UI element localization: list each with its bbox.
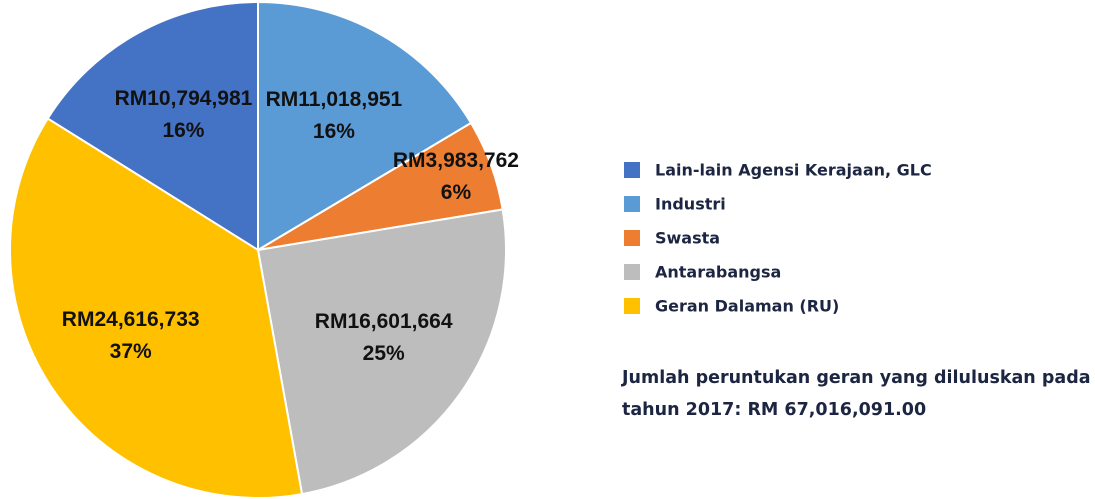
value-label: RM10,794,981 xyxy=(115,87,253,110)
percent-label: 16% xyxy=(313,120,355,143)
legend-swatch xyxy=(624,298,640,314)
legend-label: Lain-lain Agensi Kerajaan, GLC xyxy=(655,161,932,180)
pie-slice xyxy=(257,0,473,252)
value-label: RM24,616,733 xyxy=(62,308,200,331)
legend-swatch xyxy=(624,162,640,178)
legend-label: Antarabangsa xyxy=(655,263,781,282)
value-label: RM11,018,951 xyxy=(266,88,403,111)
percent-label: 25% xyxy=(363,342,405,365)
pie-slice xyxy=(256,208,507,496)
percent-label: 37% xyxy=(110,340,152,363)
legend-label: Industri xyxy=(655,195,726,214)
annotation: Jumlah peruntukan geran yang diluluskan … xyxy=(622,368,1091,420)
pie-slice xyxy=(46,0,259,252)
legend-swatch xyxy=(624,230,640,246)
value-label: RM16,601,664 xyxy=(315,310,453,333)
percent-label: 16% xyxy=(162,119,204,142)
percent-label: 6% xyxy=(441,181,472,204)
legend-swatch xyxy=(624,264,640,280)
legend-label: Geran Dalaman (RU) xyxy=(655,297,839,316)
legend-label: Swasta xyxy=(655,229,720,248)
pie-slice xyxy=(9,117,304,499)
legend-swatch xyxy=(624,196,640,212)
value-label: RM3,983,762 xyxy=(393,149,519,172)
